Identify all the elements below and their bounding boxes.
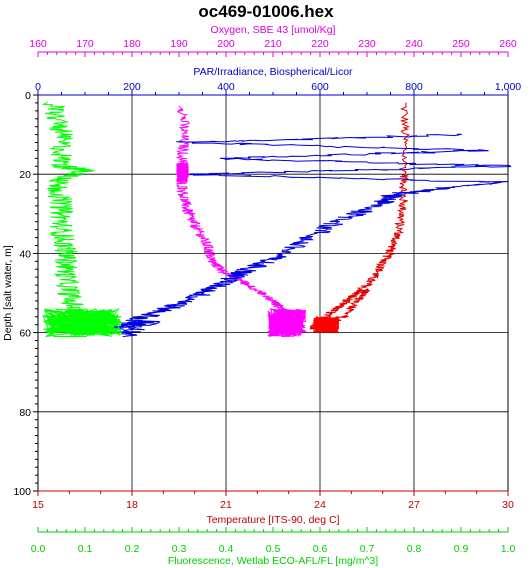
fluorescence-tick-label: 0.2 [125,543,140,555]
depth-tick-label: 0 [25,90,31,102]
temperature-axis-label: Temperature [ITS-90, deg C] [206,514,339,526]
fluorescence-cluster [42,307,123,339]
fluorescence-tick-label: 0.7 [360,543,375,555]
fluorescence-tick-label: 0.4 [219,543,234,555]
temperature-axis: Temperature [ITS-90, deg C] 15 18 21 24 27 30 [32,490,514,526]
par-trace [104,133,512,338]
temperature-tick-label: 15 [32,499,44,511]
depth-tick-label: 20 [19,169,31,181]
oxygen-tick-label: 240 [405,38,423,50]
oxygen-tick-label: 250 [452,38,470,50]
depth-axis: Depth [salt water, m] 0 20 40 60 80 100 [2,90,38,498]
temperature-tick-label: 27 [408,499,420,511]
fluorescence-axis-label: Fluorescence, Wetlab ECO-AFL/FL [mg/m^3] [168,555,378,567]
temperature-tick-label: 30 [502,499,514,511]
chart-title: oc469-01006.hex [198,2,334,21]
par-tick-label: 0 [35,81,41,93]
temperature-tick-label: 18 [126,499,138,511]
fluorescence-tick-label: 1.0 [501,543,516,555]
oxygen-tick-label: 220 [311,38,329,50]
depth-tick-label: 40 [19,248,31,260]
depth-tick-label: 80 [19,407,31,419]
oxygen-axis: Oxygen, SBE 43 [umol/Kg] 160 170 180 190 200… [29,24,517,57]
oxygen-axis-label: Oxygen, SBE 43 [umol/Kg] [211,24,336,36]
oxygen-tick-label: 160 [29,38,47,50]
fluorescence-tick-label: 0.1 [78,543,93,555]
temperature-cluster [312,315,340,334]
oxygen-cluster [175,161,190,184]
fluorescence-tick-label: 0.3 [172,543,187,555]
plot-frame [37,94,509,492]
temperature-tick-label: 21 [220,499,232,511]
depth-axis-label: Depth [salt water, m] [2,245,14,341]
oxygen-tick-label: 190 [170,38,188,50]
oxygen-tick-label: 200 [217,38,235,50]
oxygen-tick-label: 170 [76,38,94,50]
fluorescence-tick-label: 0.8 [407,543,422,555]
oxygen-cluster [266,307,308,338]
par-tick-label: 600 [311,81,329,93]
depth-tick-label: 60 [19,328,31,340]
temperature-tick-label: 24 [314,499,326,511]
fluorescence-trace [41,101,111,334]
fluorescence-tick-label: 0.6 [313,543,328,555]
fluorescence-tick-label: 0.9 [454,543,469,555]
par-tick-label: 400 [217,81,235,93]
oxygen-tick-label: 180 [123,38,141,50]
par-tick-label: 800 [405,81,423,93]
par-tick-label: 1,000 [495,81,521,93]
oxygen-tick-label: 210 [264,38,282,50]
fluorescence-tick-label: 0.0 [31,543,46,555]
par-axis-label: PAR/Irradiance, Biospherical/Licor [193,66,353,78]
oxygen-tick-label: 230 [358,38,376,50]
fluorescence-tick-label: 0.5 [266,543,281,555]
par-axis: PAR/Irradiance, Biospherical/Licor 0 200 4… [35,66,521,96]
depth-tick-label: 100 [13,486,31,498]
fluorescence-axis: Fluorescence, Wetlab ECO-AFL/FL [mg/m^3]… [31,527,516,567]
grid [37,94,509,492]
par-tick-label: 200 [123,81,141,93]
series-layer [41,101,512,339]
oxygen-tick-label: 260 [499,38,517,50]
